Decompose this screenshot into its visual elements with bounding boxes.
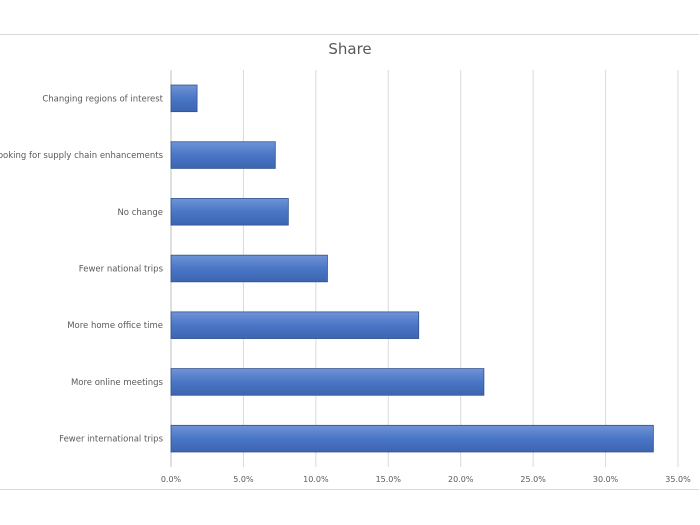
category-label: More online meetings (71, 378, 164, 388)
bar (170, 84, 198, 113)
category-label: Looking for supply chain enhancements (0, 151, 164, 161)
x-tick-label: 30.0% (593, 475, 619, 484)
x-tick-label: 20.0% (448, 475, 474, 484)
category-label: Changing regions of interest (42, 94, 163, 104)
category-label: Fewer national trips (79, 265, 164, 275)
x-tick-label: 35.0% (665, 475, 691, 484)
x-tick-label: 25.0% (520, 475, 546, 484)
bar (170, 141, 276, 169)
x-tick-label: 0.0% (161, 475, 182, 484)
category-label: Fewer international trips (59, 435, 163, 445)
chart-frame (0, 34, 699, 490)
category-label: No change (117, 208, 163, 218)
x-tick-label: 10.0% (303, 475, 329, 484)
bar (170, 198, 289, 226)
bar (170, 368, 485, 396)
category-label: More home office time (67, 321, 163, 331)
bar (170, 254, 328, 283)
x-tick-label: 15.0% (376, 475, 402, 484)
x-tick-label: 5.0% (233, 475, 254, 484)
chart-title: Share (328, 40, 372, 58)
bar (170, 424, 654, 453)
bar (170, 311, 420, 339)
